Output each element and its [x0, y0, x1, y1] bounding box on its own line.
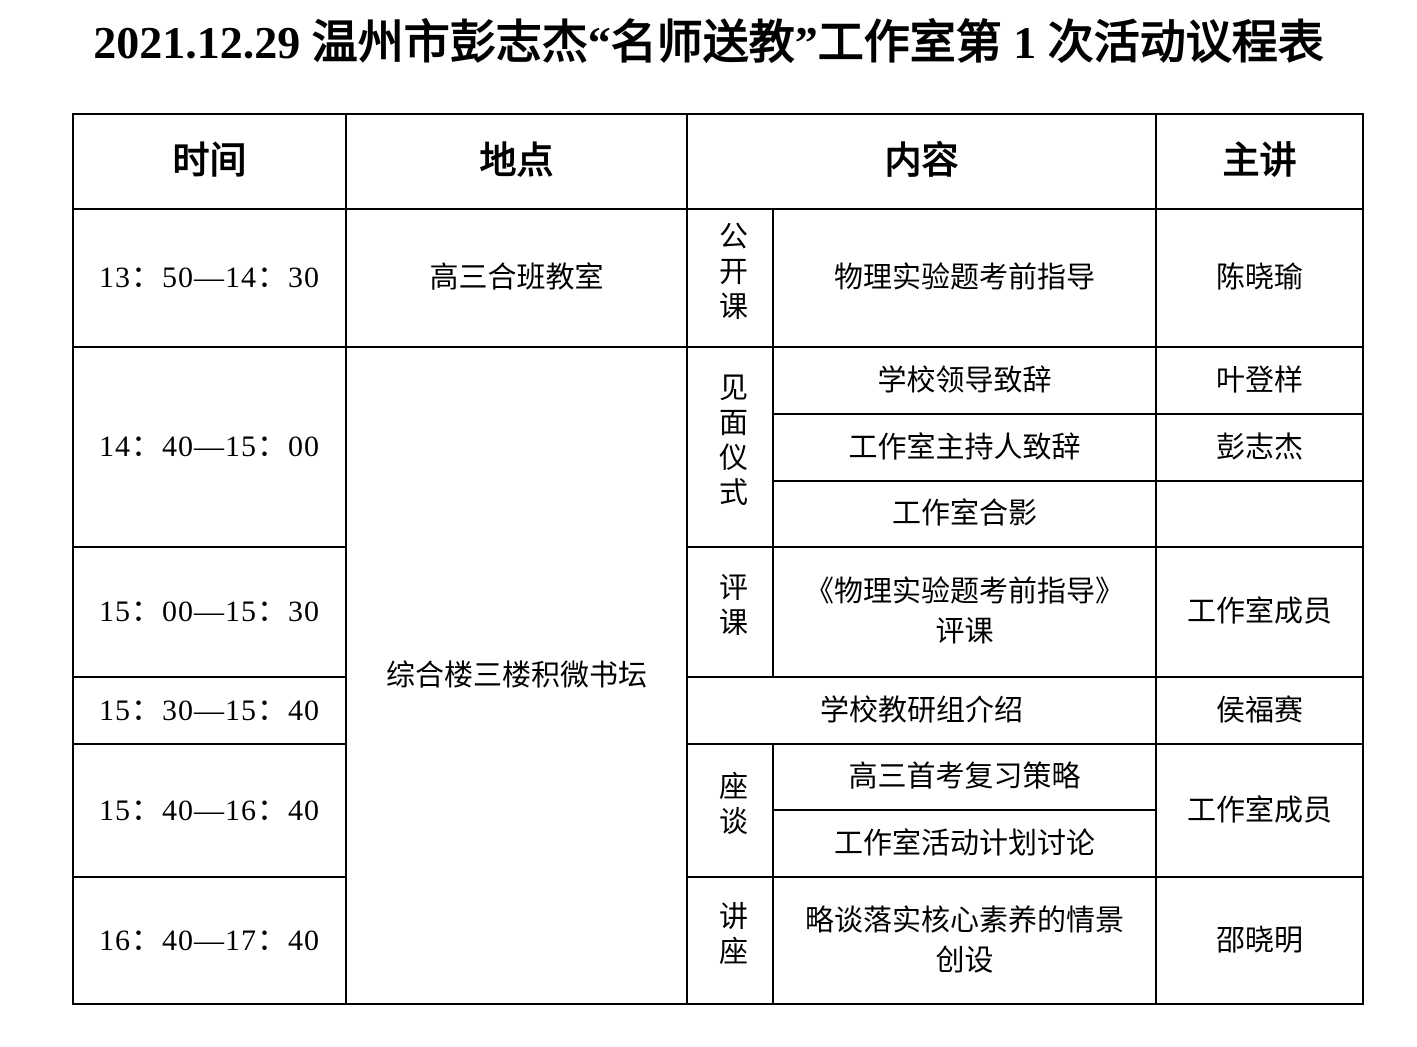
cell-category: 座谈: [686, 743, 774, 878]
cell-speaker: 侯福赛: [1155, 676, 1364, 745]
cell-content: 工作室合影: [772, 480, 1157, 548]
category-vertical-text: 见面仪式: [714, 372, 747, 513]
category-vertical-text: 讲座: [714, 900, 747, 971]
cell-content: 高三首考复习策略: [772, 743, 1157, 811]
page-title: 2021.12.29 温州市彭志杰“名师送教”工作室第 1 次活动议程表: [93, 17, 1324, 68]
agenda-table: 时间 地点 内容 主讲 13：50—14：30 高三合班教室 公开课 物理实验题…: [72, 113, 1364, 1005]
table-row: 13：50—14：30 高三合班教室 公开课 物理实验题考前指导 陈晓瑜: [72, 208, 1364, 348]
cell-content: 《物理实验题考前指导》 评课: [772, 546, 1157, 678]
cell-speaker: 工作室成员: [1155, 546, 1364, 678]
cell-speaker: 彭志杰: [1155, 413, 1364, 482]
column-header-time: 时间: [72, 113, 347, 210]
category-vertical-text: 公开课: [714, 220, 747, 326]
table-header-row: 时间 地点 内容 主讲: [72, 113, 1364, 210]
table-row: 15：30—15：40 学校教研组介绍 侯福赛: [72, 676, 1364, 745]
cell-content: 略谈落实核心素养的情景 创设: [772, 876, 1157, 1005]
cell-category: 讲座: [686, 876, 774, 1005]
cell-place: 高三合班教室: [345, 208, 688, 348]
cell-content: 学校领导致辞: [772, 346, 1157, 415]
cell-speaker: 工作室成员: [1155, 743, 1364, 878]
table-row: 15：40—16：40 座谈 高三首考复习策略 工作室成员: [72, 743, 1364, 878]
table-row: 14：40—15：00 综合楼三楼积微书坛 见面仪式 学校领导致辞 叶登样: [72, 346, 1364, 1005]
cell-time: 15：40—16：40: [72, 743, 347, 878]
category-vertical-text: 座谈: [714, 770, 747, 841]
cell-category: 公开课: [686, 208, 774, 348]
content-line-1: 略谈落实核心素养的情景: [804, 904, 1124, 937]
table-row: 15：00—15：30 评课 《物理实验题考前指导》 评课 工作室成员: [72, 546, 1364, 678]
cell-time: 13：50—14：30: [72, 208, 347, 348]
cell-time: 16：40—17：40: [72, 876, 347, 1005]
cell-category: 评课: [686, 546, 774, 678]
table-row: 工作室主持人致辞 彭志杰: [73, 413, 1364, 482]
cell-speaker: 陈晓瑜: [1155, 208, 1364, 348]
cell-speaker: [1155, 480, 1364, 548]
table-row: 工作室活动计划讨论: [73, 809, 1363, 878]
content-line-1: 《物理实验题考前指导》: [804, 576, 1124, 608]
cell-content: 工作室活动计划讨论: [772, 809, 1157, 878]
cell-time: 15：30—15：40: [72, 676, 347, 745]
cell-speaker: 叶登样: [1155, 346, 1364, 415]
cell-place: 综合楼三楼积微书坛: [345, 346, 688, 1005]
category-vertical-text: 评课: [714, 572, 747, 643]
cell-content: 工作室主持人致辞: [772, 413, 1157, 482]
cell-time: 14：40—15：00: [72, 346, 347, 548]
cell-speaker: 邵晓明: [1155, 876, 1364, 1005]
cell-category: 见面仪式: [686, 346, 774, 548]
column-header-content: 内容: [686, 113, 1157, 210]
content-line-2: 创设: [935, 944, 994, 977]
cell-content: 学校教研组介绍: [686, 676, 1157, 745]
table-row: 16：40—17：40 讲座 略谈落实核心素养的情景 创设 邵晓明: [72, 876, 1364, 1005]
table-row: 工作室合影: [73, 480, 1364, 548]
column-header-speaker: 主讲: [1155, 113, 1364, 210]
cell-content: 物理实验题考前指导: [772, 208, 1157, 348]
cell-time: 15：00—15：30: [72, 546, 347, 678]
content-line-2: 评课: [935, 616, 994, 648]
column-header-place: 地点: [345, 113, 688, 210]
